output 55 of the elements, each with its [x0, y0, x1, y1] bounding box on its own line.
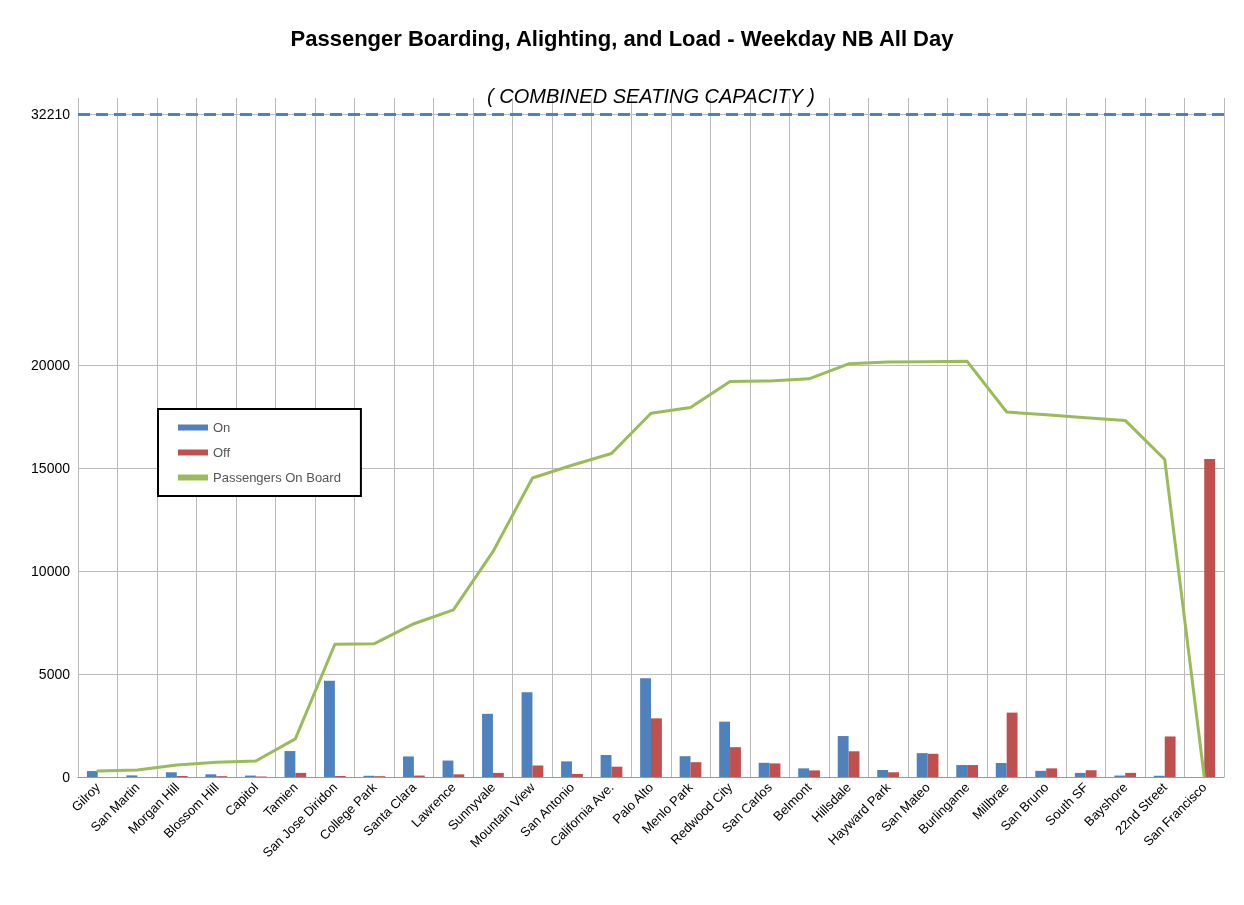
bar — [640, 678, 651, 777]
bar — [571, 773, 583, 777]
bar — [532, 765, 544, 777]
bar — [848, 751, 860, 777]
bar — [1074, 772, 1086, 777]
bar — [323, 680, 335, 777]
line-series — [96, 359, 1206, 779]
chart-title: Passenger Boarding, Alighting, and Load - Weekday NB All Day — [290, 25, 955, 51]
bar — [927, 753, 939, 777]
bar — [165, 772, 177, 777]
bar — [877, 770, 889, 777]
bar — [888, 772, 899, 777]
bar — [284, 751, 296, 777]
bar — [967, 765, 979, 777]
bar — [651, 718, 662, 777]
bar — [205, 774, 217, 777]
bar — [837, 736, 849, 777]
bar — [1125, 772, 1137, 777]
bar — [1164, 736, 1176, 777]
bar — [492, 772, 504, 777]
bar — [679, 756, 691, 777]
bar — [521, 692, 533, 777]
bar — [769, 763, 781, 777]
bar — [561, 761, 572, 777]
y-tick-label: 15000 — [31, 460, 71, 477]
y-tick-label: 10000 — [31, 563, 71, 580]
bar — [600, 754, 612, 777]
bar — [730, 747, 741, 777]
bar — [1204, 459, 1216, 777]
legend-label: On — [213, 420, 231, 435]
bar — [1035, 770, 1047, 777]
bar — [1006, 712, 1018, 777]
bar — [798, 768, 810, 777]
y-tick-label: 5000 — [38, 666, 71, 683]
bar — [403, 756, 414, 777]
bar — [611, 766, 623, 777]
bar — [758, 762, 770, 777]
y-tick-label: 32210 — [31, 106, 71, 123]
legend-label: Off — [213, 445, 231, 460]
bar — [1046, 768, 1058, 777]
bar — [1085, 770, 1097, 777]
bar — [453, 774, 465, 777]
bar — [995, 763, 1007, 777]
bar — [482, 713, 493, 777]
ref-line-label: ( COMBINED SEATING CAPACITY ) — [487, 85, 815, 108]
bar — [719, 721, 731, 777]
bar — [916, 753, 928, 777]
bar — [956, 765, 968, 777]
legend-label: Passengers On Board — [213, 470, 341, 485]
y-tick-label: 0 — [62, 769, 71, 785]
bar — [86, 771, 98, 777]
bar — [690, 762, 702, 777]
y-tick-label: 20000 — [31, 357, 71, 374]
bar — [809, 770, 820, 777]
bar — [295, 772, 307, 777]
